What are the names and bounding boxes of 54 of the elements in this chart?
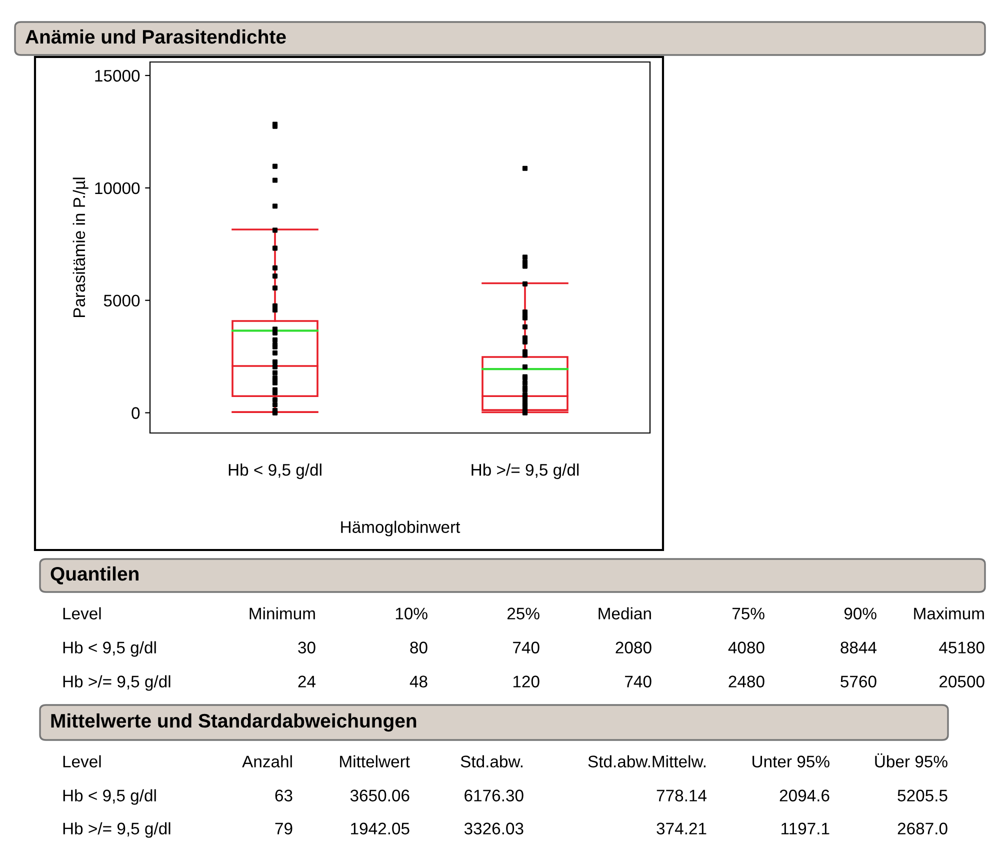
text: Über 95%	[875, 753, 948, 768]
text: Level	[63, 755, 101, 768]
text: Anzahl	[242, 755, 292, 768]
text: Hb >/= 9,5 g/dl	[63, 822, 170, 838]
y-axis-title: Parasitämie in P./µl	[72, 178, 88, 318]
text: Level	[63, 607, 101, 620]
text: 120	[513, 676, 540, 688]
text: Mittelwert	[340, 755, 410, 768]
text: 10%	[396, 608, 428, 620]
text: Unter 95%	[752, 756, 830, 768]
text: 4080	[728, 642, 764, 654]
text: 6176.30	[464, 790, 524, 802]
text: Hb >/= 9,5 g/dl	[63, 675, 170, 691]
y-tick-label: 10000	[95, 182, 140, 194]
text: 1197.1	[782, 822, 830, 834]
text: 3326.03	[464, 822, 524, 834]
text: 24	[298, 676, 316, 688]
text: 740	[625, 676, 652, 688]
text: 75%	[732, 608, 764, 620]
text: 374.21	[656, 822, 706, 834]
text: Minimum	[250, 607, 315, 620]
text: 63	[275, 790, 292, 802]
text: 2080	[616, 642, 652, 654]
text: Mittelwerte und Standardabweichungen	[51, 713, 416, 732]
chart-title: Anämie und Parasitendichte	[25, 29, 286, 44]
text: 2687.0	[898, 822, 948, 834]
text: 1942.05	[351, 822, 410, 834]
text: 740	[513, 642, 540, 654]
text: 45180	[939, 642, 984, 654]
text: 5205.5	[898, 790, 948, 802]
text: 2094.6	[780, 790, 830, 802]
text: 25%	[507, 608, 540, 620]
text: 48	[410, 676, 428, 688]
text: Median	[598, 607, 651, 620]
text: 20500	[939, 676, 984, 688]
text: Hb < 9,5 g/dl	[63, 641, 156, 657]
text: 79	[275, 822, 292, 834]
text: 8844	[840, 642, 877, 654]
text: Maximum	[914, 607, 984, 620]
text: 5760	[840, 676, 876, 688]
text: 2480	[728, 676, 764, 688]
y-tick-label: 0	[132, 407, 140, 419]
y-tick-label: 15000	[95, 70, 140, 82]
text: Quantilen	[50, 566, 138, 584]
text: 80	[410, 642, 428, 654]
text: 778.14	[656, 790, 707, 802]
text: Std.abw.	[460, 755, 522, 768]
x-axis-title: Hämoglobinwert	[341, 520, 460, 536]
text: 3650.06	[350, 790, 410, 802]
text: 90%	[844, 608, 876, 620]
text: 30	[298, 642, 316, 654]
text: Std.abw.Mittelw.	[588, 755, 706, 768]
text: Hb < 9,5 g/dl	[63, 789, 156, 805]
y-tick-label: 5000	[104, 294, 140, 307]
